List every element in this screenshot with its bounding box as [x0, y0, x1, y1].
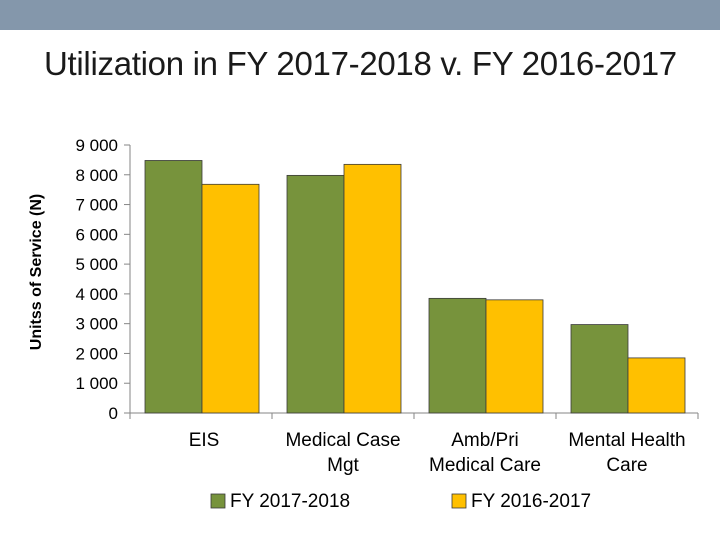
- bar-series2: [201, 183, 260, 414]
- y-tick-label: 7 000: [75, 196, 118, 215]
- bar-series1: [144, 160, 203, 414]
- x-category-label: Amb/Pri Medical Care: [429, 430, 541, 476]
- x-category-label: Medical Case Mgt: [285, 430, 400, 476]
- y-tick-label: 2 000: [75, 344, 118, 363]
- y-axis-title: Unitss of Service (N): [28, 194, 45, 350]
- legend-label-series1: FY 2017-2018: [230, 491, 350, 512]
- y-tick-label: 9 000: [75, 136, 118, 155]
- x-category-label-line: Medical Case: [285, 430, 400, 451]
- top-band: [0, 0, 720, 30]
- x-category-label-line: Amb/Pri: [451, 430, 519, 451]
- x-category-label-line: Mental Health: [568, 430, 685, 451]
- y-tick-label: 0: [109, 404, 118, 423]
- bar-series1: [570, 324, 629, 414]
- bar-series1: [428, 297, 487, 414]
- bar-series2: [485, 299, 544, 414]
- x-category-label-line: Medical Care: [429, 455, 541, 476]
- y-tick-label: 8 000: [75, 166, 118, 185]
- y-tick-label: 5 000: [75, 255, 118, 274]
- legend-swatch-series1: [210, 493, 226, 509]
- x-category-label-line: EIS: [189, 430, 220, 451]
- x-category-label-line: Care: [606, 455, 647, 476]
- legend-label-series2: FY 2016-2017: [471, 491, 591, 512]
- y-tick-label: 3 000: [75, 315, 118, 334]
- slide-title: Utilization in FY 2017-2018 v. FY 2016-2…: [44, 45, 677, 82]
- x-category-label: EIS: [189, 430, 220, 451]
- x-category-label-line: Mgt: [327, 455, 359, 476]
- x-category-label: Mental Health Care: [568, 430, 685, 476]
- bar-series2: [343, 163, 402, 414]
- y-tick-label: 1 000: [75, 374, 118, 393]
- bar-series2: [627, 357, 686, 414]
- bar-series1: [286, 174, 345, 414]
- legend-swatch-series2: [451, 493, 467, 509]
- y-tick-label: 4 000: [75, 285, 118, 304]
- y-tick-label: 6 000: [75, 225, 118, 244]
